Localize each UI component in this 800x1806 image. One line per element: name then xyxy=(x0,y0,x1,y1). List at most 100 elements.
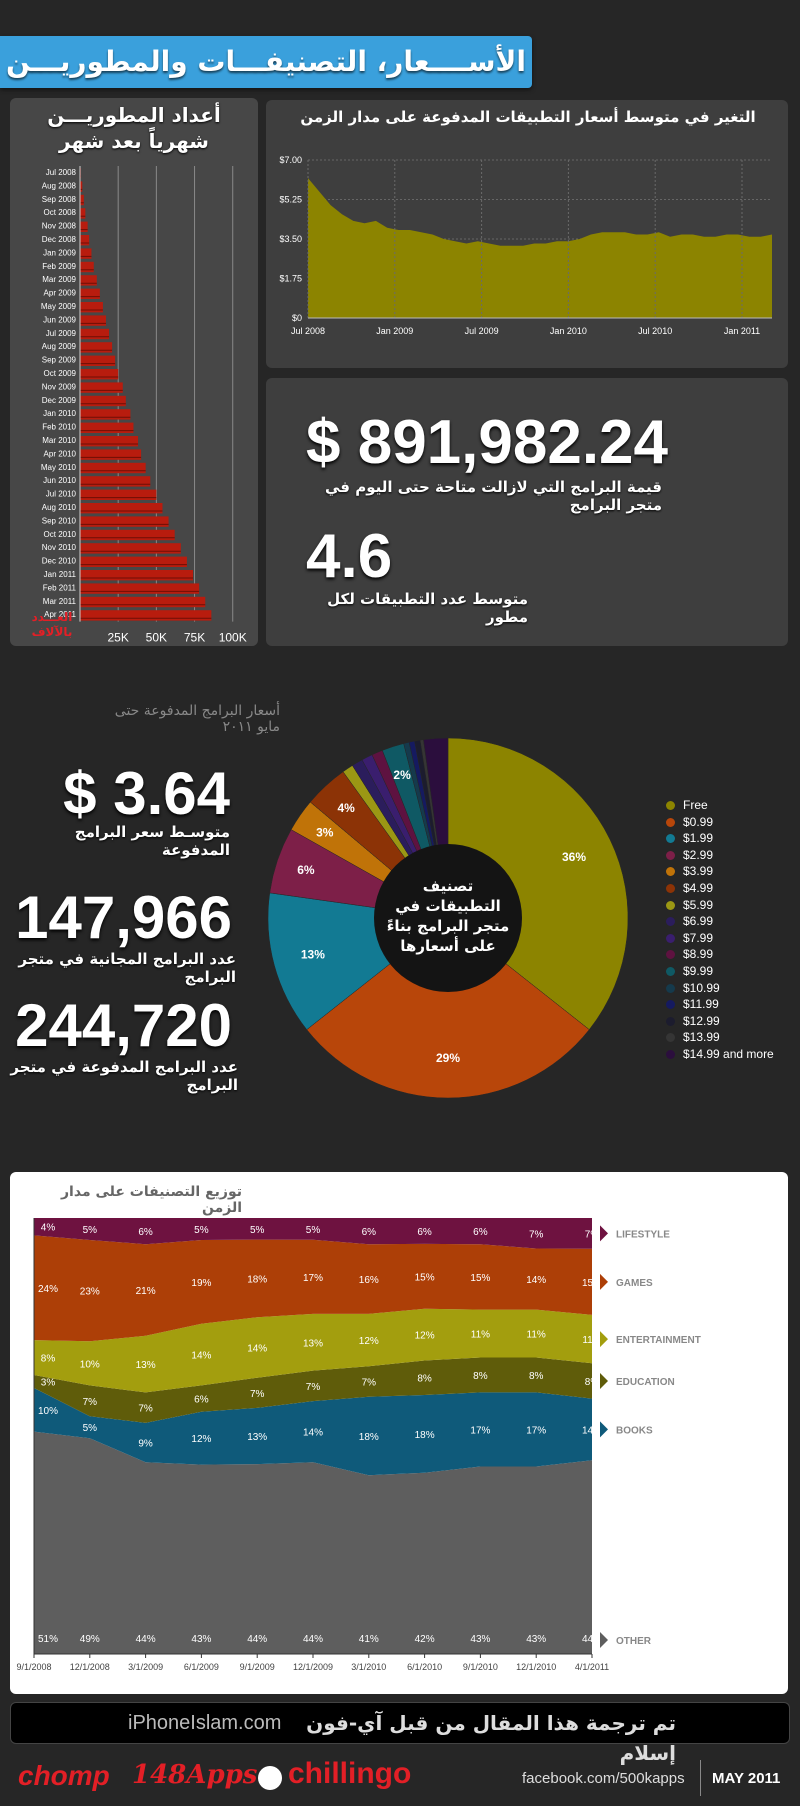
bar xyxy=(80,248,92,259)
legend-swatch xyxy=(666,966,675,976)
area-value-label: 9% xyxy=(138,1439,153,1450)
y-tick-label: $1.75 xyxy=(279,274,302,284)
legend-label: $2.99 xyxy=(683,847,714,862)
y-tick-label: Oct 2008 xyxy=(44,208,77,217)
area-value-label: 11% xyxy=(582,1335,601,1346)
legend-swatch xyxy=(666,950,675,960)
bar xyxy=(80,328,110,340)
legend-label: $8.99 xyxy=(683,947,714,962)
legend-swatch xyxy=(666,1000,675,1010)
legend-arrow xyxy=(600,1225,608,1242)
y-tick-label: Feb 2010 xyxy=(42,423,76,432)
y-tick-label: May 2009 xyxy=(41,302,77,311)
legend-swatch xyxy=(666,900,675,910)
category-area xyxy=(34,1431,592,1654)
pie-center-line4: على أسعارها xyxy=(400,937,496,955)
legend-arrow xyxy=(600,1372,608,1389)
area-value-label: 16% xyxy=(359,1275,379,1286)
area-value-label: 24% xyxy=(38,1284,58,1295)
legend-swatch xyxy=(666,1033,675,1043)
y-tick-label: $5.25 xyxy=(279,195,302,205)
area-value-label: 11% xyxy=(527,1330,546,1341)
area-value-label: 18% xyxy=(359,1432,379,1443)
legend-item: $2.99 xyxy=(666,848,796,865)
x-tick-label: 6/1/2009 xyxy=(184,1662,219,1672)
area-value-label: 7% xyxy=(529,1229,544,1240)
148apps-logo: 148Apps xyxy=(132,1760,258,1790)
y-tick-label: Mar 2009 xyxy=(42,275,76,284)
legend-arrow xyxy=(600,1331,608,1348)
legend-arrow xyxy=(600,1273,608,1290)
legend-swatch xyxy=(666,850,675,860)
y-tick-label: Aug 2008 xyxy=(42,181,77,190)
x-tick-label: Jul 2009 xyxy=(465,326,499,336)
y-tick-label: Nov 2008 xyxy=(42,222,77,231)
header-bar xyxy=(0,36,532,88)
legend-label: $4.99 xyxy=(683,880,714,895)
bar xyxy=(80,583,200,594)
y-tick-label: Dec 2009 xyxy=(42,396,77,405)
area-value-label: 5% xyxy=(306,1225,321,1236)
paid-prices-section-title: أسعار البرامج المدفوعة حتى مايو ٢٠١١ xyxy=(114,703,280,735)
bar xyxy=(80,516,169,527)
area-value-label: 8% xyxy=(473,1371,488,1382)
credit-bar xyxy=(10,1702,790,1744)
facebook-link[interactable]: facebook.com/500kapps xyxy=(522,1770,685,1787)
legend-item: $14.99 and more xyxy=(666,1047,796,1064)
legend-item: $7.99 xyxy=(666,931,796,948)
x-tick-label: 9/1/2008 xyxy=(16,1662,51,1672)
legend-label: $14.99 and more xyxy=(683,1046,774,1061)
legend-item: $4.99 xyxy=(666,881,796,898)
y-tick-label: May 2010 xyxy=(41,463,77,472)
area-value-label: 43% xyxy=(470,1634,490,1645)
price-area xyxy=(308,178,772,318)
bar xyxy=(80,261,94,273)
legend-label: $3.99 xyxy=(683,864,714,879)
area-value-label: 14% xyxy=(247,1344,267,1355)
legend-swatch xyxy=(666,1016,675,1026)
y-tick-label: Jan 2009 xyxy=(43,248,76,257)
pie-center-line1: تصنيف xyxy=(422,877,474,895)
y-tick-label: Jan 2011 xyxy=(44,570,77,579)
legend-label: Free xyxy=(683,798,708,812)
y-tick-label: Jan 2010 xyxy=(43,409,76,418)
legend-label: $6.99 xyxy=(683,914,714,929)
y-tick-label: Jul 2009 xyxy=(46,329,77,338)
slice-label: 2% xyxy=(393,768,411,782)
area-value-label: 7% xyxy=(138,1404,153,1415)
x-tick-label: 3/1/2010 xyxy=(351,1662,386,1672)
area-value-label: 5% xyxy=(83,1423,98,1434)
category-area xyxy=(34,1357,592,1423)
y-tick-label: Feb 2009 xyxy=(42,262,76,271)
slice-label: 6% xyxy=(297,863,315,877)
developers-bar-chart: 25K 50K 75K 100K Jul 2008 Aug 2008 Sep 2008 Oct… xyxy=(41,166,247,644)
footer-divider xyxy=(700,1760,701,1796)
legend-label: $9.99 xyxy=(683,963,714,978)
x-tick-label: 100K xyxy=(219,631,247,644)
x-tick-label: Jul 2008 xyxy=(291,326,325,336)
bar xyxy=(80,355,116,366)
axis-label-line2: بالآلاف xyxy=(31,625,73,639)
area-value-label: 11% xyxy=(471,1330,490,1341)
y-tick-label: Sep 2009 xyxy=(42,356,77,365)
legend-item: $12.99 xyxy=(666,1014,796,1031)
site-link[interactable]: iPhoneIslam.com xyxy=(128,1712,282,1734)
legend-item: $13.99 xyxy=(666,1030,796,1047)
area-value-label: 14% xyxy=(303,1428,323,1439)
slice-label: 36% xyxy=(562,850,586,864)
axis-label-line1: العـــدد xyxy=(31,610,73,624)
pie-slice xyxy=(306,917,590,1099)
pie-center xyxy=(374,844,522,992)
legend-item: $10.99 xyxy=(666,981,796,998)
categories-title: توزيع التصنيفات على مدار الزمن xyxy=(61,1184,242,1216)
area-value-label: 18% xyxy=(247,1274,267,1285)
area-value-label: 51% xyxy=(38,1634,58,1645)
area-value-label: 13% xyxy=(136,1360,156,1371)
slice-label: 3% xyxy=(316,825,334,839)
bar xyxy=(80,382,123,393)
area-value-label: 44% xyxy=(582,1634,602,1645)
area-value-label: 14% xyxy=(191,1351,211,1362)
y-tick-label: Apr 2011 xyxy=(44,610,76,619)
area-value-label: 3% xyxy=(41,1378,56,1389)
legend-swatch xyxy=(666,983,675,993)
